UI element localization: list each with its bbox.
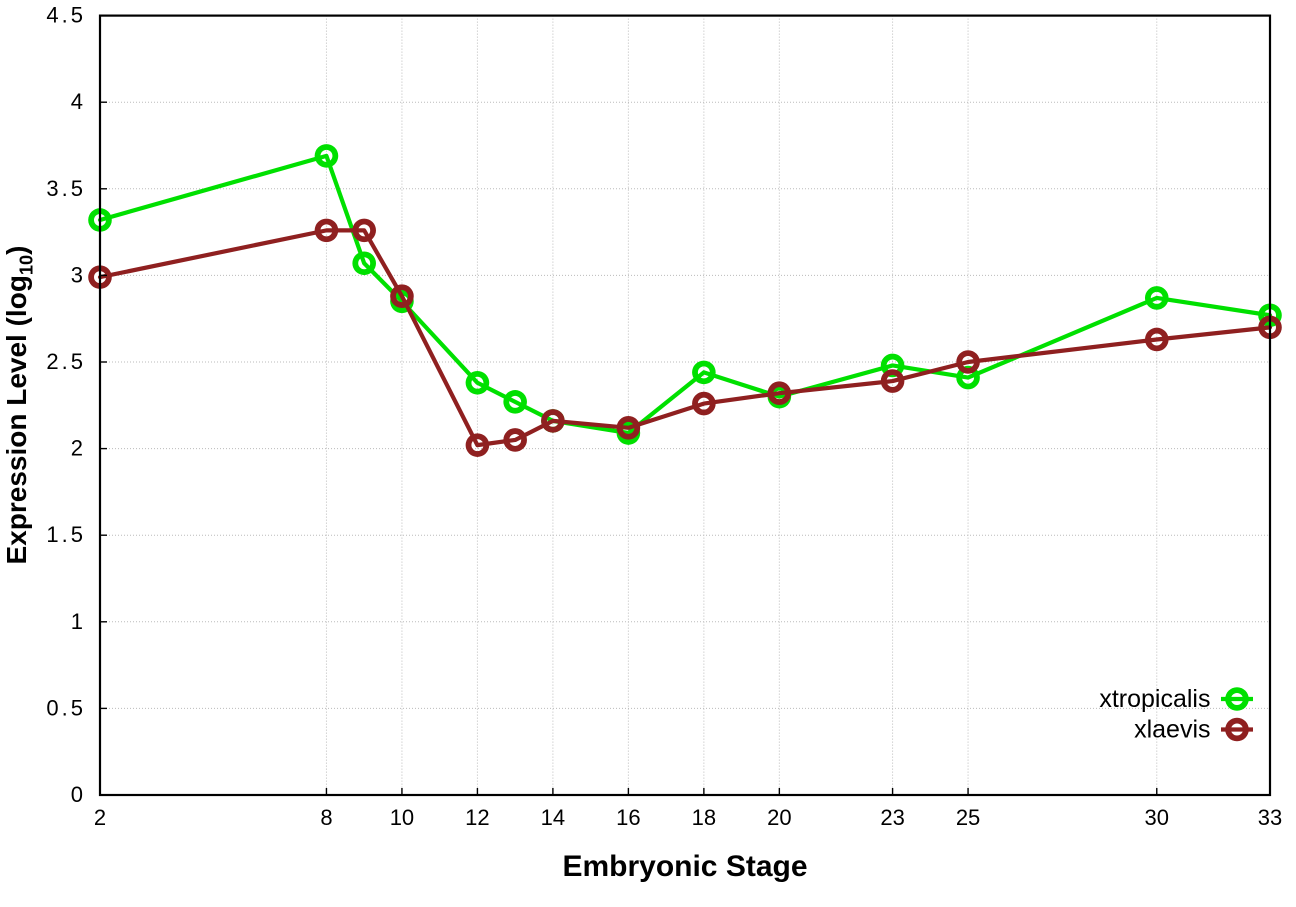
svg-text:20: 20: [767, 805, 791, 830]
svg-text:0.5: 0.5: [46, 695, 86, 720]
svg-text:33: 33: [1258, 805, 1282, 830]
svg-text:2: 2: [71, 436, 86, 461]
svg-text:16: 16: [616, 805, 640, 830]
svg-text:3.5: 3.5: [46, 176, 86, 201]
svg-text:0: 0: [71, 782, 86, 807]
svg-text:10: 10: [390, 805, 414, 830]
svg-text:2.5: 2.5: [46, 349, 86, 374]
svg-text:2: 2: [94, 805, 106, 830]
svg-text:14: 14: [541, 805, 565, 830]
svg-text:8: 8: [320, 805, 332, 830]
svg-text:23: 23: [880, 805, 904, 830]
svg-text:25: 25: [956, 805, 980, 830]
svg-text:1: 1: [71, 609, 86, 634]
svg-text:4: 4: [71, 89, 86, 114]
svg-text:xtropicalis: xtropicalis: [1099, 685, 1210, 713]
svg-text:3: 3: [71, 262, 86, 287]
svg-text:4.5: 4.5: [46, 3, 86, 28]
svg-text:xlaevis: xlaevis: [1134, 716, 1210, 744]
svg-text:18: 18: [692, 805, 716, 830]
svg-text:12: 12: [465, 805, 489, 830]
svg-text:30: 30: [1145, 805, 1169, 830]
svg-text:1.5: 1.5: [46, 522, 86, 547]
